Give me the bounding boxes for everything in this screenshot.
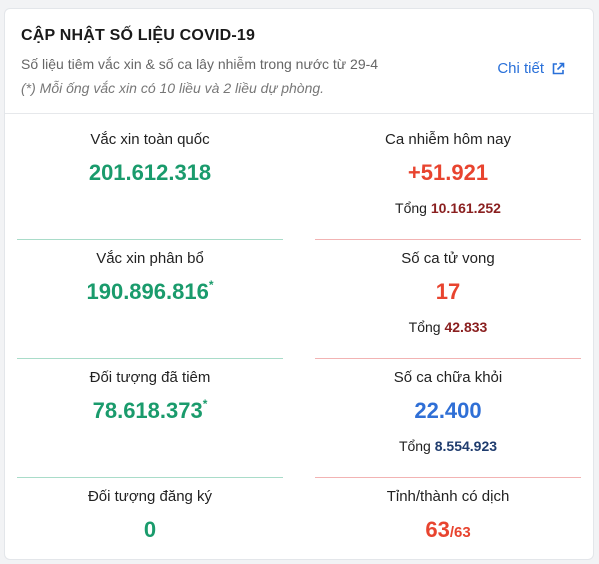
total-value: 10.161.252 [430,200,501,216]
stat-value: 22.400 [414,398,482,423]
detail-link-label: Chi tiết [497,60,544,77]
vaccine-note: (*) Mỗi ống vắc xin có 10 liều và 2 liều… [21,80,325,96]
stat-registered: Đối tượng đăng ký 0 [17,488,283,543]
stat-vaccinated: Đối tượng đã tiêm 78.618.373* [17,369,283,424]
stat-deaths: Số ca tử vong 17 Tổng 42.833 [315,250,581,335]
stat-label: Vắc xin phân bổ [96,250,204,267]
stat-recovered: Số ca chữa khỏi 22.400 Tổng 8.554.923 [315,369,581,454]
stat-cases-today: Ca nhiễm hôm nay +51.921 Tổng 10.161.252 [315,131,581,216]
stat-label: Vắc xin toàn quốc [90,131,210,148]
stat-value-number: 78.618.373 [92,398,203,423]
stat-label: Tỉnh/thành có dịch [386,488,510,505]
stat-value: 201.612.318 [88,160,212,185]
covid-stats-card: CẬP NHẬT SỐ LIỆU COVID-19 Số liệu tiêm v… [4,8,594,560]
detail-link[interactable]: Chi tiết [497,60,565,77]
external-link-icon [551,62,565,76]
stat-total: Tổng 10.161.252 [315,200,581,216]
card-title: CẬP NHẬT SỐ LIỆU COVID-19 [21,27,256,44]
stat-label: Đối tượng đăng ký [87,488,213,505]
stat-value: 190.896.816* [17,277,283,305]
stat-vaccine-allocated: Vắc xin phân bổ 190.896.816* [17,250,283,305]
stat-value: 63/63 [315,517,581,543]
total-label: Tổng [408,319,441,335]
divider [17,477,283,478]
total-label: Tổng [398,438,431,454]
card-subtitle: Số liệu tiêm vắc xin & số ca lây nhiễm t… [21,56,379,72]
asterisk-mark: * [202,396,208,411]
stat-label: Đối tượng đã tiêm [89,369,211,386]
stat-label: Số ca tử vong [401,250,495,267]
stat-value: 0 [143,517,157,542]
stat-value-number: 63 [425,517,450,542]
stat-vaccine-national: Vắc xin toàn quốc 201.612.318 [17,131,283,186]
stat-value-denominator: /63 [449,524,471,541]
divider [315,358,581,359]
stat-value-number: 190.896.816 [86,279,209,304]
stat-total: Tổng 42.833 [315,319,581,335]
divider [17,358,283,359]
stat-provinces: Tỉnh/thành có dịch 63/63 [315,488,581,543]
total-label: Tổng [395,200,427,216]
stat-value: 78.618.373* [17,396,283,424]
card-header: CẬP NHẬT SỐ LIỆU COVID-19 Số liệu tiêm v… [5,9,593,114]
stat-total: Tổng 8.554.923 [315,438,581,454]
divider [315,477,581,478]
asterisk-mark: * [208,277,214,292]
divider [315,239,581,240]
total-value: 42.833 [444,319,488,335]
stat-label: Ca nhiễm hôm nay [385,131,511,148]
stat-value: +51.921 [407,160,489,185]
total-value: 8.554.923 [434,438,498,454]
divider [17,239,283,240]
stat-label: Số ca chữa khỏi [393,369,503,386]
stat-value: 17 [435,279,461,304]
